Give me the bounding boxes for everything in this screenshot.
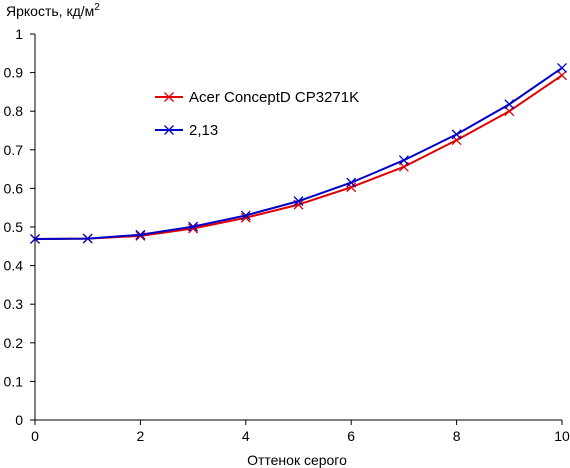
data-point-marker — [82, 233, 93, 244]
legend-item-2: 2,13 — [155, 122, 218, 139]
y-tick-label: 0.3 — [4, 296, 24, 312]
legend: Acer ConceptD CP3271K 2,13 — [155, 89, 359, 139]
data-point-marker — [557, 63, 567, 73]
y-tick-label: 0.7 — [4, 142, 24, 158]
data-point-marker — [30, 234, 40, 244]
legend-label: Acer ConceptD CP3271K — [189, 89, 359, 106]
data-point-marker — [504, 99, 515, 110]
data-point-marker — [504, 106, 515, 117]
y-tick-label: 0.8 — [4, 103, 24, 119]
y-tick-label: 0.1 — [4, 373, 24, 389]
data-point-marker — [188, 221, 199, 232]
data-point-marker — [240, 210, 251, 221]
y-tick-label: 0.2 — [4, 335, 24, 351]
data-point-marker — [135, 229, 146, 240]
x-tick-label: 2 — [137, 428, 145, 444]
y-axis-title: Яркость, кд/м2 — [6, 2, 100, 19]
y-tick-label: 0.9 — [4, 65, 24, 81]
data-point-marker — [346, 177, 357, 188]
x-tick-label: 10 — [554, 428, 570, 444]
y-tick-label: 1 — [15, 26, 23, 42]
data-point-marker — [557, 70, 567, 81]
y-axis-title-text: Яркость, кд/м — [6, 3, 94, 19]
data-point-marker — [398, 155, 409, 166]
legend-item-1: Acer ConceptD CP3271K — [155, 89, 359, 106]
y-tick-label: 0.5 — [4, 219, 24, 235]
y-tick-label: 0 — [15, 412, 23, 428]
series-layer — [30, 63, 567, 244]
axes: 00.10.20.30.40.50.60.70.80.910 2 4 6 8 10 — [4, 26, 570, 444]
series-2 — [30, 63, 567, 244]
x-tick-label: 4 — [242, 428, 250, 444]
x-axis-title: Оттенок серого — [247, 452, 347, 468]
y-tick-label: 0.4 — [4, 258, 24, 274]
x-tick-label: 6 — [347, 428, 355, 444]
data-point-marker — [135, 230, 146, 241]
x-tick-label: 8 — [453, 428, 461, 444]
legend-marker — [164, 125, 174, 135]
x-tick-label: 0 — [31, 428, 39, 444]
data-point-marker — [293, 196, 304, 207]
legend-label: 2,13 — [189, 122, 218, 139]
y-tick-label: 0.6 — [4, 180, 24, 196]
y-axis-title-superscript: 2 — [94, 2, 100, 13]
data-point-marker — [451, 129, 462, 140]
legend-marker — [164, 92, 174, 102]
